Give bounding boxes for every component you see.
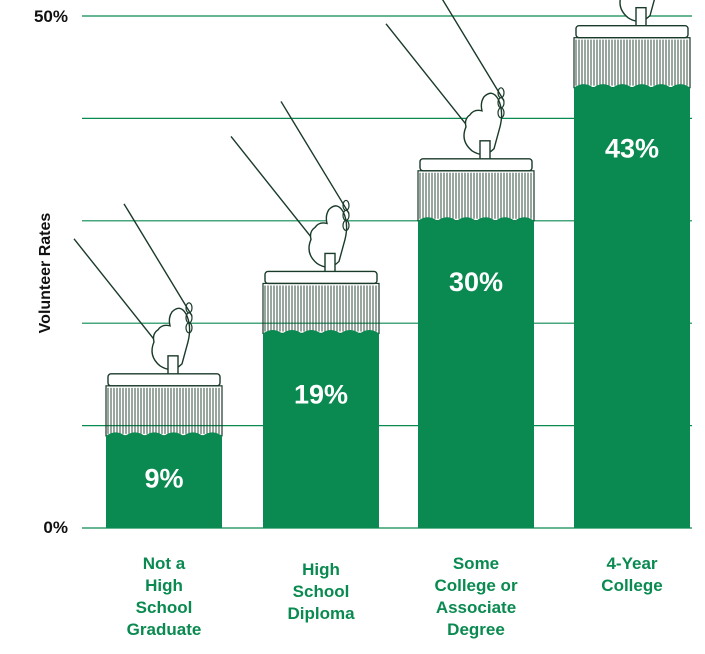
hand-shape [463, 92, 503, 155]
category-label: 4-Year College [601, 554, 662, 595]
hand-shape [308, 205, 348, 268]
finger-lines [342, 199, 350, 231]
brush-ferrule [264, 270, 378, 285]
brush-handle [167, 355, 179, 377]
arm-line [385, 0, 505, 128]
brush-handle [324, 252, 336, 275]
brush-bristles [264, 285, 377, 332]
category-label: Not a High School Graduate [127, 554, 202, 639]
y-axis-label: Volunteer Rates [37, 213, 54, 334]
finger-lines [185, 302, 193, 334]
hand-shape [151, 307, 191, 371]
bar [418, 217, 534, 529]
brush-handle [635, 6, 647, 29]
y-tick-label-top: 50% [34, 7, 68, 26]
brush-ferrule [575, 24, 689, 39]
brush-bristles [575, 39, 688, 86]
bar [263, 329, 379, 528]
paint-brush-icon [230, 101, 380, 335]
bar [106, 432, 222, 528]
category-label: Some College or Associate Degree [434, 554, 518, 639]
brush-ferrule [419, 158, 533, 172]
y-tick-label-bottom: 0% [43, 518, 68, 537]
paint-brush-icon [385, 0, 535, 222]
arm-line [73, 203, 193, 343]
paint-brush-icon [573, 0, 691, 89]
arm-line [230, 101, 350, 240]
brush-bristles [419, 172, 532, 219]
paint-brush-icon [73, 203, 223, 437]
brush-handle [479, 140, 491, 162]
bar [574, 84, 690, 529]
bars [106, 84, 690, 529]
category-label: High School Diploma [287, 560, 355, 623]
bar-value-label: 43% [605, 134, 659, 164]
finger-lines [497, 87, 505, 119]
brush-ferrule [107, 373, 221, 387]
labels: 50% 0% Volunteer Rates 9% Not a High School… [34, 7, 663, 639]
bar-value-label: 19% [294, 379, 348, 409]
bar-value-label: 9% [144, 463, 183, 493]
bar-value-label: 30% [449, 267, 503, 297]
paint-brush-illustrations [73, 0, 691, 437]
brush-bristles [107, 387, 220, 434]
